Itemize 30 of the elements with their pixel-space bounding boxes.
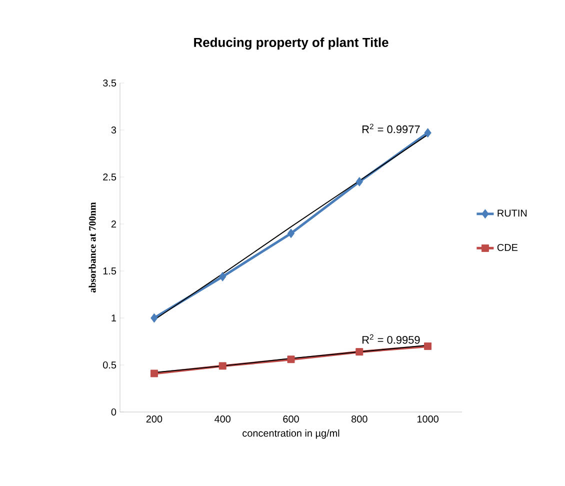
y-tick-label: 2.5 — [103, 173, 116, 181]
y-tick-label: 0.5 — [103, 361, 116, 369]
x-tick-label: 200 — [146, 416, 162, 423]
x-tick-label: 1000 — [417, 416, 438, 423]
legend-label: CDE — [497, 244, 518, 251]
point — [424, 128, 432, 138]
point — [150, 313, 158, 323]
point — [356, 176, 364, 186]
x-tick-label: 400 — [214, 416, 231, 423]
x-axis-title: concentration in µg/ml — [242, 429, 340, 439]
y-tick-label: 0 — [111, 408, 116, 416]
point — [356, 348, 364, 356]
point — [150, 370, 158, 378]
y-axis-title: absorbance at 700nm — [88, 202, 96, 293]
annotation: R$^{2}$ = 0.9959 — [362, 334, 420, 344]
y-tick-label: 3.5 — [103, 79, 116, 87]
point — [287, 228, 295, 238]
y-tick-label: 1 — [112, 314, 116, 322]
chart-title: Reducing property of plant Title — [194, 38, 388, 50]
annotation: R$^{2}$ = 0.9977 — [362, 124, 420, 134]
point — [218, 362, 226, 370]
point — [287, 356, 295, 364]
y-tick-label: 3 — [111, 126, 116, 134]
y-tick-label: 2 — [111, 220, 116, 228]
point — [424, 342, 432, 350]
y-tick-label: 1.5 — [103, 268, 116, 274]
legend-label: RUTIN — [498, 210, 527, 217]
x-tick-label: 600 — [283, 416, 299, 423]
x-tick-label: 800 — [352, 416, 368, 423]
point — [218, 272, 226, 282]
